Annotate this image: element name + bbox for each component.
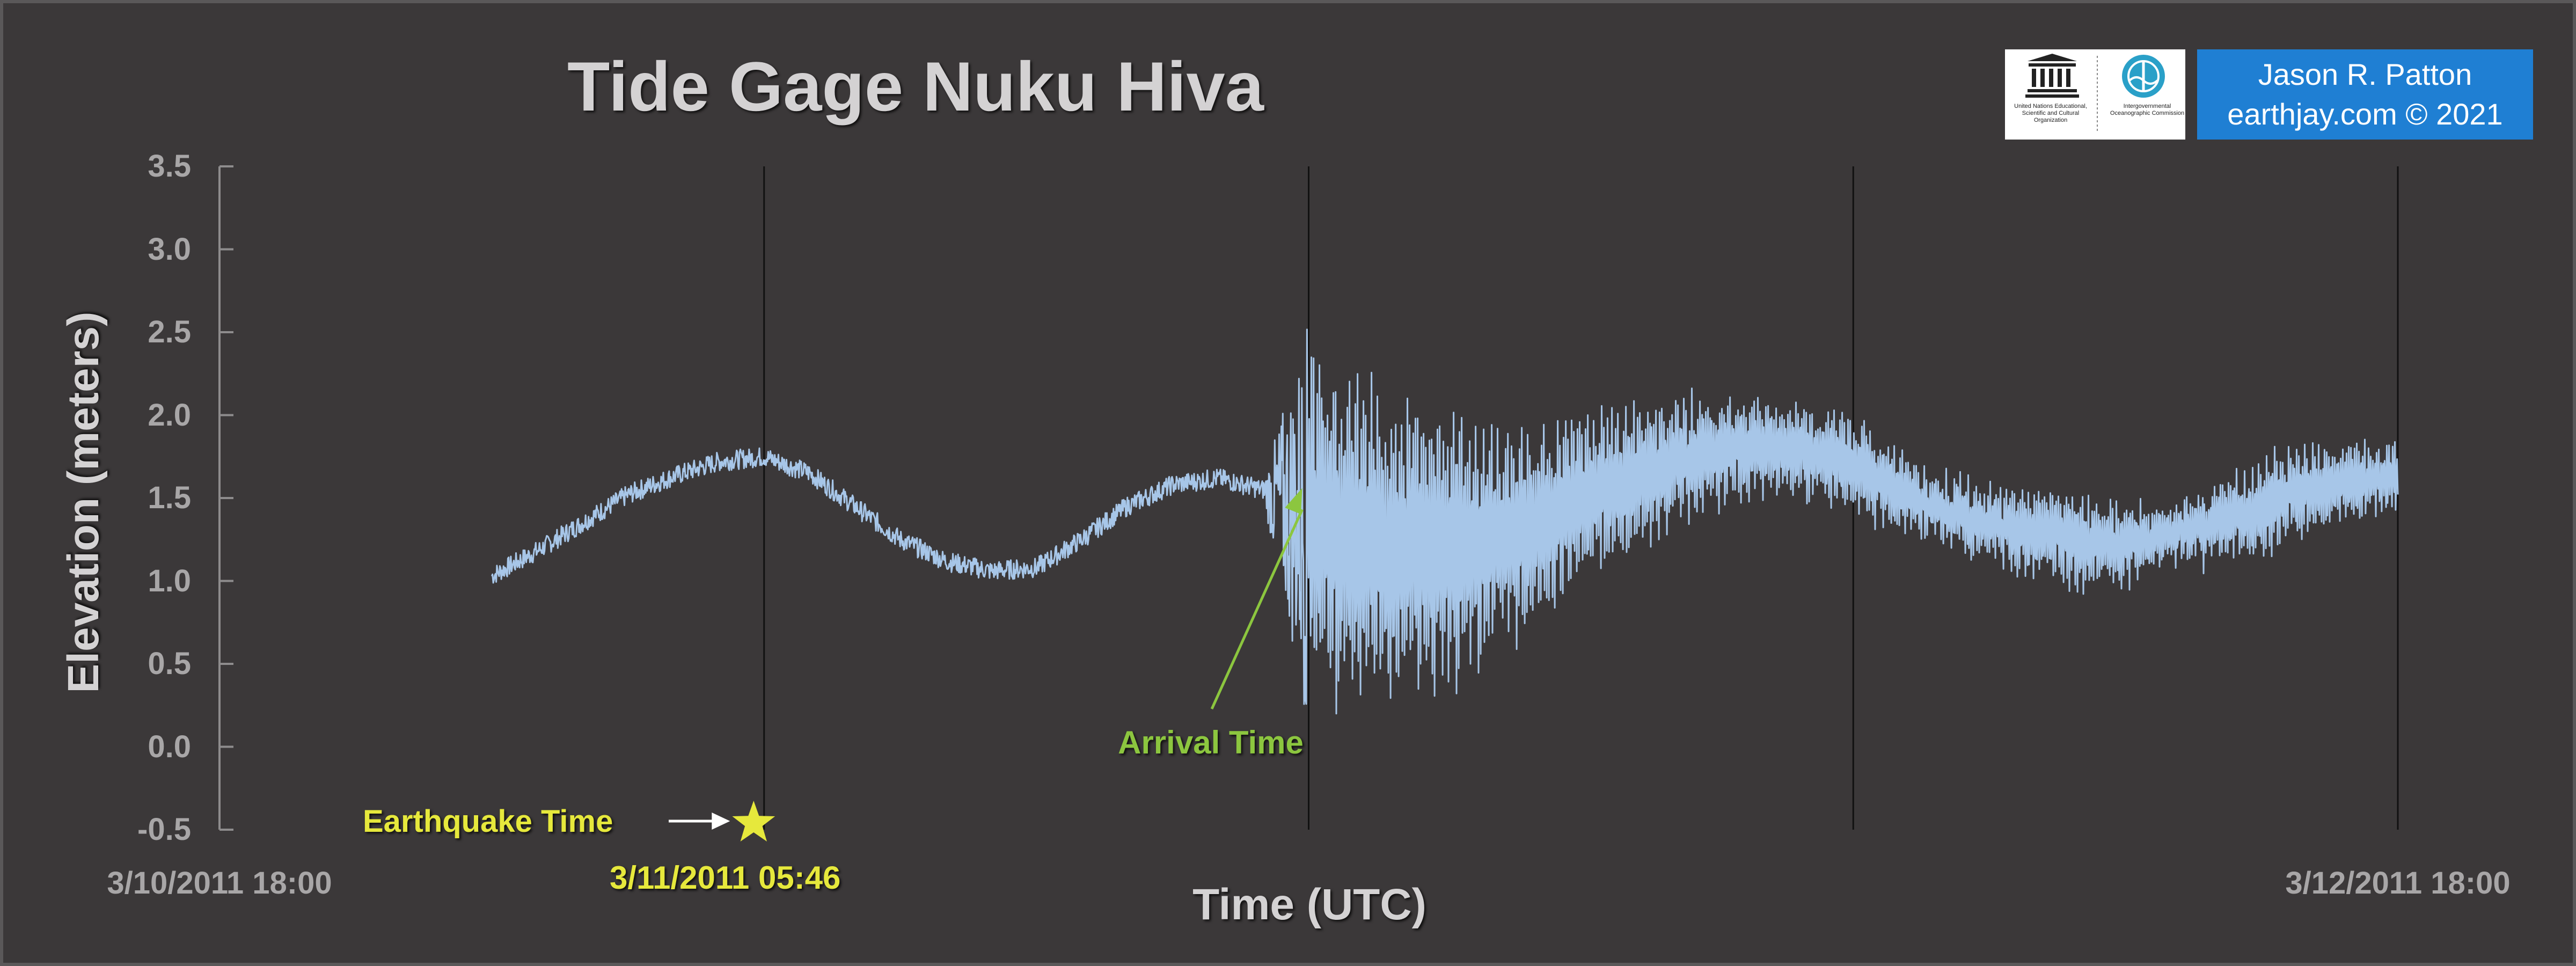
tide-series-line xyxy=(491,328,2399,715)
y-tick-label: 0.0 xyxy=(148,729,191,764)
y-tick-label: -0.5 xyxy=(137,812,191,847)
earthquake-star-marker xyxy=(732,801,775,841)
chart-plot-area xyxy=(218,165,2399,841)
arrival-arrow xyxy=(1210,509,1304,710)
author-website: earthjay.com © 2021 xyxy=(2227,97,2503,131)
arrival-time-label: Arrival Time xyxy=(1118,724,1304,760)
x-tick-label: 3/10/2011 18:00 xyxy=(107,866,332,901)
arrival-arrowhead xyxy=(1285,488,1302,515)
organization-logos: United Nations Educational, Scientific a… xyxy=(2005,49,2185,140)
y-tick-label: 2.5 xyxy=(148,314,191,349)
unesco-ioc-logo-icon xyxy=(2025,54,2165,133)
ioc-logo-text: Intergovernmental Oceanographic Commissi… xyxy=(2110,103,2185,116)
y-tick-label: 0.5 xyxy=(148,646,191,681)
earthquake-datetime-label: 3/11/2011 05:46 xyxy=(610,860,841,896)
author-credit-box: Jason R. Patton earthjay.com © 2021 xyxy=(2197,49,2533,140)
y-tick-label: 3.0 xyxy=(148,231,191,267)
x-tick-label: 3/12/2011 18:00 xyxy=(2285,866,2511,901)
y-tick-label: 1.0 xyxy=(148,563,191,598)
author-name: Jason R. Patton xyxy=(2258,57,2472,91)
y-tick-label: 3.5 xyxy=(148,149,191,184)
earthquake-time-label: Earthquake Time xyxy=(363,804,613,839)
chart-title: Tide Gage Nuku Hiva xyxy=(567,47,1264,126)
earthquake-arrowhead xyxy=(712,813,730,830)
x-axis-label: Time (UTC) xyxy=(1192,880,1426,929)
y-tick-label: 2.0 xyxy=(148,397,191,433)
y-tick-label: 1.5 xyxy=(148,480,191,515)
unesco-logo-text: United Nations Educational, Scientific a… xyxy=(2014,103,2087,123)
chart-frame: Tide Gage Nuku Hiva Elevation (meters) T… xyxy=(3,3,2573,963)
